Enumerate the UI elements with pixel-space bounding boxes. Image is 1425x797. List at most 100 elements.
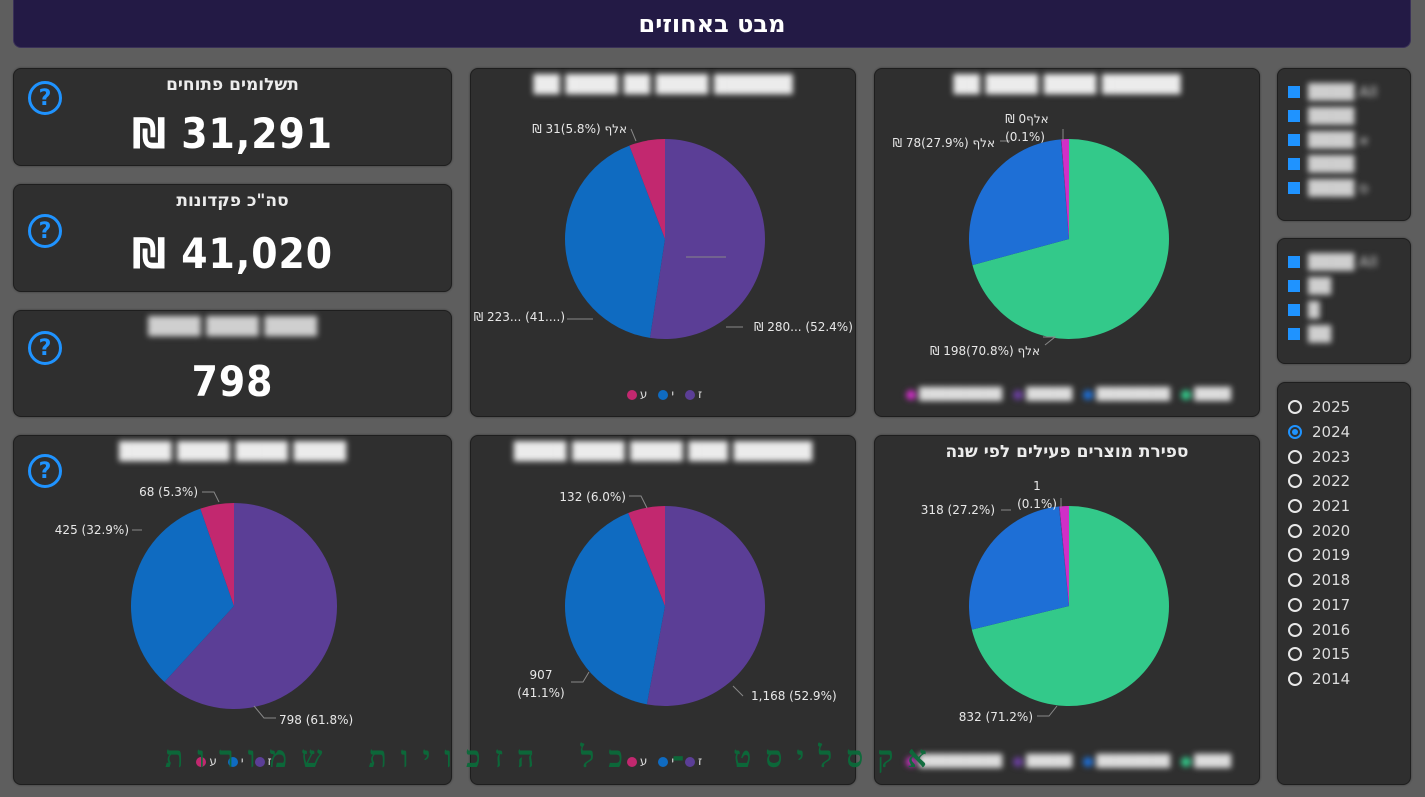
year-option-2023[interactable]: 2023	[1288, 444, 1410, 469]
pie-slices[interactable]	[565, 139, 766, 340]
radio-button[interactable]	[1288, 573, 1302, 588]
pie-card-5: ספירת מוצרים פעילים לפי שנה 832 (71.2%) …	[874, 435, 1260, 785]
pie-card-3: ? ████ ████ ████ ████ 798 (61.8%) 425 (3…	[13, 435, 452, 785]
checkbox[interactable]	[1288, 280, 1300, 292]
radio-button[interactable]	[1288, 449, 1302, 464]
pie-slice[interactable]	[131, 508, 234, 682]
pie-slice[interactable]	[971, 506, 1169, 706]
checkbox[interactable]	[1288, 86, 1300, 98]
checkbox[interactable]	[1288, 110, 1300, 122]
kpi-card-count: ? ████ ████ ████ 798	[13, 310, 452, 417]
pie-slice[interactable]	[649, 139, 766, 340]
slicer-option[interactable]: ████ All	[1288, 250, 1410, 274]
legend-item: י	[225, 754, 244, 768]
pie-chart-5: 832 (71.2%) 318 (27.2%) 1 (0.1%)	[921, 479, 1169, 724]
legend-item: ע	[193, 754, 217, 768]
year-option-2014[interactable]: 2014	[1288, 667, 1410, 692]
pie-slice[interactable]	[629, 139, 665, 239]
pie-slice[interactable]	[1060, 139, 1069, 239]
pie-slices[interactable]	[969, 139, 1169, 339]
pie-card-4: ██████ ███ ████ ████ ████ 1,168 (52.9%) …	[470, 435, 856, 785]
legend-item: ████	[1178, 754, 1231, 768]
year-option-2021[interactable]: 2021	[1288, 494, 1410, 519]
pie-slices[interactable]	[969, 506, 1169, 706]
checkbox[interactable]	[1288, 304, 1300, 316]
help-icon[interactable]: ?	[28, 454, 62, 488]
help-icon[interactable]: ?	[28, 331, 62, 365]
year-label: 2014	[1312, 669, 1351, 688]
year-option-2025[interactable]: 2025	[1288, 395, 1410, 420]
pie-slice[interactable]	[969, 506, 1069, 630]
radio-button[interactable]	[1288, 499, 1302, 514]
year-label: 2016	[1312, 620, 1351, 639]
slicer-option[interactable]: ██	[1288, 274, 1410, 298]
year-option-2019[interactable]: 2019	[1288, 543, 1410, 568]
kpi-card-open-payments: ? תשלומים פתוחים 31,291 ₪	[13, 68, 452, 166]
chart-title: ██████ ████ ██ ████ ██	[533, 75, 793, 95]
year-label: 2015	[1312, 645, 1351, 664]
pie-slice[interactable]	[1061, 139, 1069, 239]
checkbox[interactable]	[1288, 158, 1300, 170]
chart-legend[interactable]: █████████ █████ ████████ ████	[875, 387, 1259, 401]
year-option-2015[interactable]: 2015	[1288, 642, 1410, 667]
slicer-option[interactable]: ██	[1288, 322, 1410, 346]
radio-button[interactable]	[1288, 548, 1302, 563]
pie-slice[interactable]	[200, 503, 234, 606]
checkbox[interactable]	[1288, 134, 1300, 146]
data-label: (0.1%)	[1005, 130, 1045, 144]
data-label: 425 (32.9%)	[55, 523, 129, 537]
slicer-option[interactable]: ████ All	[1288, 80, 1410, 104]
pie-slice[interactable]	[646, 506, 766, 706]
chart-legend[interactable]: ע י ז	[14, 754, 451, 768]
radio-button[interactable]	[1288, 647, 1302, 662]
slicer-1: ████ All ████ ████ א ████ ████ ס	[1277, 68, 1411, 221]
year-option-2017[interactable]: 2017	[1288, 593, 1410, 618]
pie-slice[interactable]	[565, 513, 665, 705]
kpi-title: סה"כ פקדונות	[176, 191, 289, 211]
pie-slice[interactable]	[565, 145, 665, 338]
radio-button[interactable]	[1288, 622, 1302, 637]
legend-item: ז	[682, 754, 702, 768]
pie-slice[interactable]	[1059, 506, 1069, 606]
pie-slice[interactable]	[969, 139, 1069, 266]
pie-slice[interactable]	[1058, 506, 1069, 606]
chart-legend[interactable]: ע י ז	[471, 387, 855, 401]
slicer-option[interactable]: ████ א	[1288, 128, 1410, 152]
legend-item: ע	[624, 754, 647, 768]
kpi-value: 31,291 ₪	[131, 109, 334, 158]
slicer-option[interactable]: ████	[1288, 152, 1410, 176]
help-icon[interactable]: ?	[28, 81, 62, 115]
checkbox[interactable]	[1288, 256, 1300, 268]
legend-item: ████████	[1080, 387, 1170, 401]
chart-legend[interactable]: ע י ז	[471, 754, 855, 768]
kpi-card-total-deposits: ? סה"כ פקדונות 41,020 ₪	[13, 184, 452, 292]
pie-slice[interactable]	[972, 139, 1169, 339]
radio-button[interactable]	[1288, 671, 1302, 686]
pie-slices[interactable]	[131, 503, 338, 709]
checkbox[interactable]	[1288, 328, 1300, 340]
slicer-option[interactable]: ████ ס	[1288, 176, 1410, 200]
radio-button[interactable]	[1288, 597, 1302, 612]
year-option-2018[interactable]: 2018	[1288, 568, 1410, 593]
year-option-2020[interactable]: 2020	[1288, 518, 1410, 543]
legend-item: י	[655, 387, 674, 401]
checkbox[interactable]	[1288, 182, 1300, 194]
page-header: מבט באחוזים	[13, 0, 1411, 48]
chart-title: ██████ ███ ████ ████ ████	[513, 442, 813, 462]
slicer-option[interactable]: ████	[1288, 104, 1410, 128]
year-option-2022[interactable]: 2022	[1288, 469, 1410, 494]
pie-slices[interactable]	[565, 506, 766, 706]
legend-item: █████	[1010, 387, 1072, 401]
radio-button[interactable]	[1288, 400, 1302, 415]
radio-button[interactable]	[1288, 474, 1302, 489]
pie-slice[interactable]	[628, 506, 665, 606]
year-option-2016[interactable]: 2016	[1288, 617, 1410, 642]
radio-button[interactable]	[1288, 425, 1302, 440]
radio-button[interactable]	[1288, 523, 1302, 538]
slicer-option[interactable]: █	[1288, 298, 1410, 322]
help-icon[interactable]: ?	[28, 214, 62, 248]
year-label: 2025	[1312, 398, 1351, 417]
year-option-2024[interactable]: 2024	[1288, 420, 1410, 445]
chart-legend[interactable]: █████████ █████ ████████ ████	[875, 754, 1259, 768]
pie-slice[interactable]	[164, 503, 338, 709]
